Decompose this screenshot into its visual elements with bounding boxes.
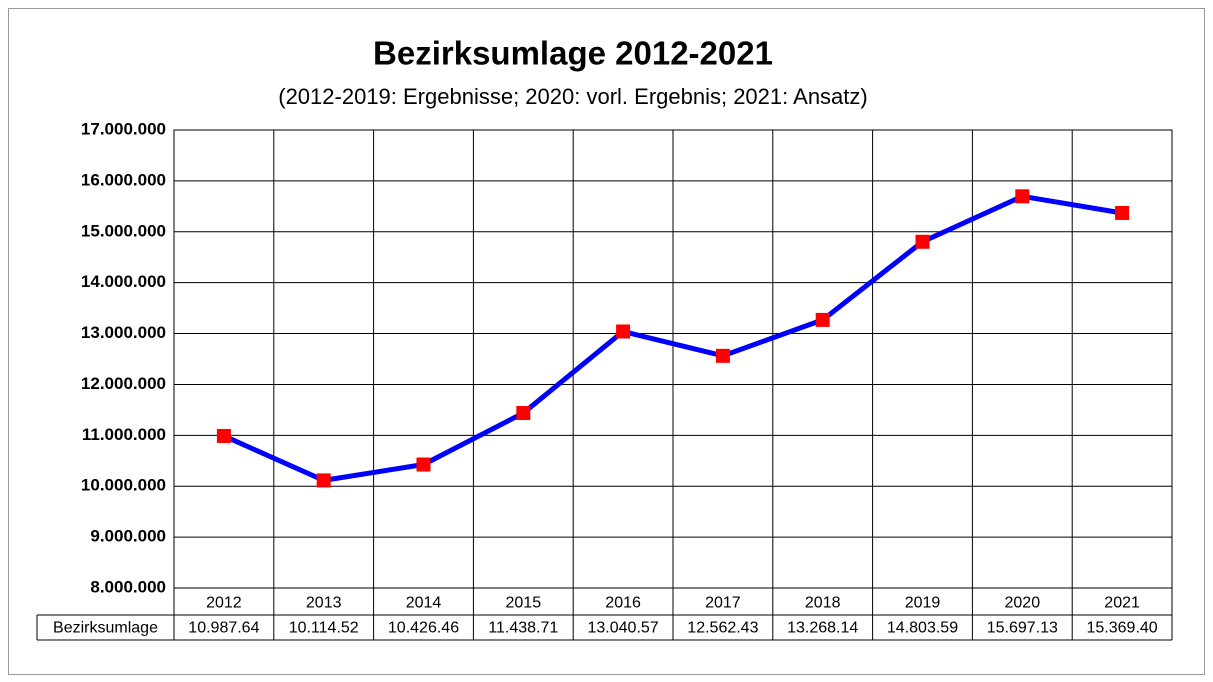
x-tick-label: 2014 — [406, 595, 442, 612]
table-value: 13.040.57 — [588, 620, 659, 637]
marker — [1115, 205, 1130, 220]
y-tick-label: 13.000.000 — [81, 323, 166, 342]
y-tick-label: 16.000.000 — [81, 170, 166, 189]
marker — [715, 348, 730, 363]
marker — [316, 473, 331, 488]
series-line — [222, 193, 1123, 483]
y-tick-label: 10.000.000 — [81, 476, 166, 495]
y-tick-label: 14.000.000 — [81, 272, 166, 291]
marker — [216, 428, 231, 443]
x-tick-label: 2013 — [306, 595, 342, 612]
marker — [915, 234, 930, 249]
chart-border — [8, 8, 1205, 675]
marker — [815, 312, 830, 327]
y-tick-label: 12.000.000 — [81, 374, 166, 393]
x-tick-label: 2021 — [1104, 595, 1140, 612]
table-value: 14.803.59 — [887, 620, 958, 637]
plot-border — [173, 129, 1173, 589]
y-tick-label: 15.000.000 — [81, 221, 166, 240]
chart-title: Bezirksumlage 2012-2021 — [373, 35, 773, 72]
marker — [416, 457, 431, 472]
table-value: 10.114.52 — [289, 620, 359, 637]
table-series-name: Bezirksumlage — [53, 620, 158, 637]
x-tick-label: 2020 — [1005, 595, 1041, 612]
marker — [616, 324, 631, 339]
chart-subtitle: (2012-2019: Ergebnisse; 2020: vorl. Erge… — [278, 84, 867, 109]
x-tick-label: 2017 — [705, 595, 741, 612]
table-value: 15.697.13 — [987, 620, 1058, 637]
x-tick-label: 2016 — [605, 595, 641, 612]
table-value: 15.369.40 — [1087, 620, 1158, 637]
table-value: 12.562.43 — [687, 620, 758, 637]
y-tick-label: 11.000.000 — [82, 425, 166, 444]
marker — [516, 406, 531, 421]
x-tick-label: 2015 — [506, 595, 542, 612]
table-value: 10.987.64 — [188, 620, 259, 637]
table-value: 11.438.71 — [488, 620, 558, 637]
x-tick-label: 2019 — [905, 595, 941, 612]
y-tick-label: 8.000.000 — [90, 577, 166, 596]
x-tick-label: 2012 — [206, 595, 242, 612]
marker — [1015, 189, 1030, 204]
table-value: 10.426.46 — [388, 620, 459, 637]
table-value: 13.268.14 — [787, 620, 858, 637]
y-tick-label: 9.000.000 — [90, 527, 166, 546]
y-tick-label: 17.000.000 — [81, 119, 166, 138]
x-tick-label: 2018 — [805, 595, 841, 612]
